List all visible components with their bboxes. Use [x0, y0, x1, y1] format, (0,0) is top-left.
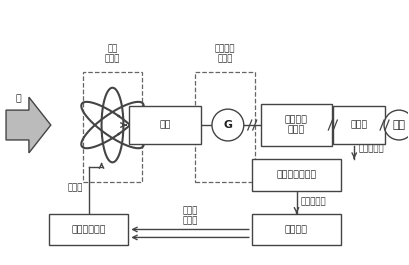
Circle shape	[212, 109, 244, 141]
FancyBboxPatch shape	[49, 214, 128, 245]
Text: 力矩控制值: 力矩控制值	[301, 198, 326, 207]
Text: 力矩设定值: 力矩设定值	[358, 144, 384, 153]
Text: 主轴: 主轴	[160, 121, 171, 130]
Text: 变压器: 变压器	[351, 121, 368, 130]
FancyBboxPatch shape	[333, 106, 385, 144]
Text: 桨距角: 桨距角	[67, 183, 83, 192]
Text: 电力电子
变流器: 电力电子 变流器	[285, 115, 308, 135]
Text: 电机转子
质量块: 电机转子 质量块	[215, 44, 235, 63]
FancyBboxPatch shape	[129, 106, 201, 144]
Text: 主控制器: 主控制器	[285, 225, 308, 234]
Polygon shape	[6, 97, 51, 153]
Text: 桨距角
控制值: 桨距角 控制值	[182, 206, 198, 226]
Text: 变桨执行机构: 变桨执行机构	[71, 225, 106, 234]
FancyBboxPatch shape	[252, 159, 341, 191]
FancyBboxPatch shape	[252, 214, 341, 245]
Text: 风轮
质量块: 风轮 质量块	[105, 44, 120, 63]
Text: 轴系振荡滤波器: 轴系振荡滤波器	[276, 170, 317, 179]
Circle shape	[384, 110, 409, 140]
Text: 风: 风	[15, 94, 21, 103]
Text: 电网: 电网	[393, 120, 405, 130]
FancyBboxPatch shape	[261, 104, 333, 146]
Text: G: G	[223, 120, 232, 130]
